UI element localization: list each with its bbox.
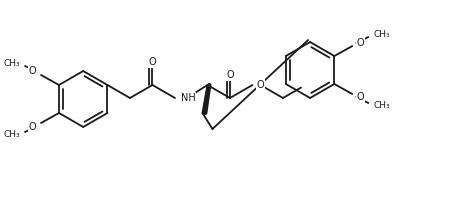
Text: O: O [149, 57, 156, 67]
Text: NH: NH [181, 93, 196, 103]
Text: O: O [226, 70, 234, 80]
Text: CH₃: CH₃ [373, 102, 390, 110]
Text: CH₃: CH₃ [3, 59, 20, 68]
Text: O: O [356, 38, 364, 48]
Text: O: O [356, 92, 364, 102]
Text: O: O [28, 66, 36, 76]
Text: O: O [256, 80, 264, 90]
Text: CH₃: CH₃ [3, 130, 20, 139]
Text: O: O [28, 122, 36, 132]
Text: CH₃: CH₃ [373, 30, 390, 39]
